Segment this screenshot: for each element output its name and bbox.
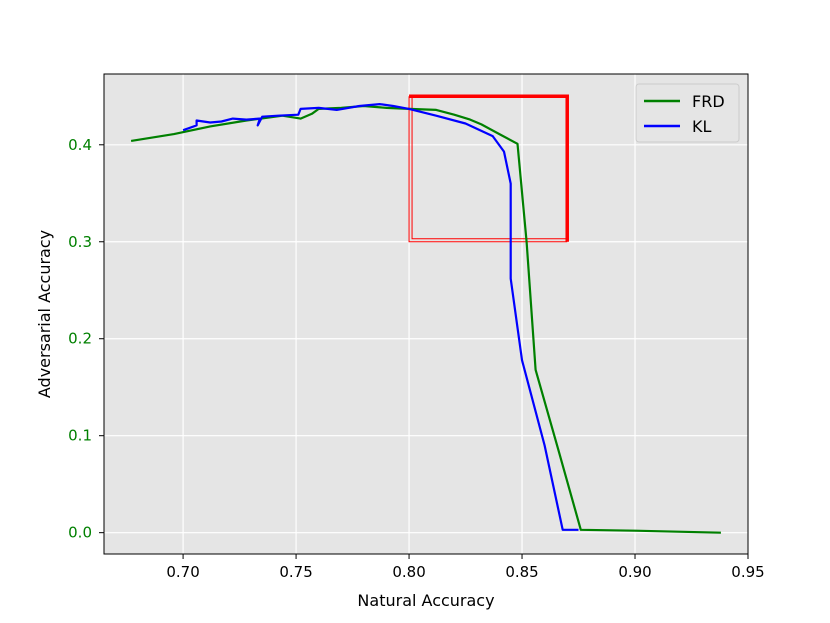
x-tick-label: 0.70 (166, 563, 199, 581)
y-tick-label: 0.0 (68, 524, 92, 542)
x-tick-label: 0.85 (505, 563, 538, 581)
y-tick-label: 0.4 (68, 136, 92, 154)
annotation-rect-inner-edge (411, 96, 568, 240)
legend-label-frd: FRD (692, 92, 725, 111)
x-tick-label: 0.90 (618, 563, 651, 581)
x-tick-label: 0.75 (279, 563, 312, 581)
plot-area (104, 74, 748, 554)
legend-label-kl: KL (692, 117, 711, 136)
legend-box (635, 83, 740, 143)
legend: FRD KL (635, 83, 740, 143)
y-tick-label: 0.2 (68, 330, 92, 348)
annotation-rect (409, 94, 569, 242)
x-tick-label: 0.80 (392, 563, 425, 581)
x-axis: 0.70 0.75 0.80 0.85 0.90 0.95 (166, 554, 765, 581)
annotation-rect-outer-edge (408, 96, 568, 243)
x-tick-label: 0.95 (731, 563, 764, 581)
annotations (408, 94, 569, 243)
plot-frame (103, 73, 749, 555)
x-axis-label: Natural Accuracy (357, 591, 494, 610)
y-axis: 0.0 0.1 0.2 0.3 0.4 (68, 136, 104, 542)
series-line-kl (182, 102, 579, 531)
series-layer (130, 102, 721, 534)
y-axis-label: Adversarial Accuracy (35, 230, 54, 398)
y-tick-label: 0.1 (68, 427, 92, 445)
y-tick-label: 0.3 (68, 233, 92, 251)
